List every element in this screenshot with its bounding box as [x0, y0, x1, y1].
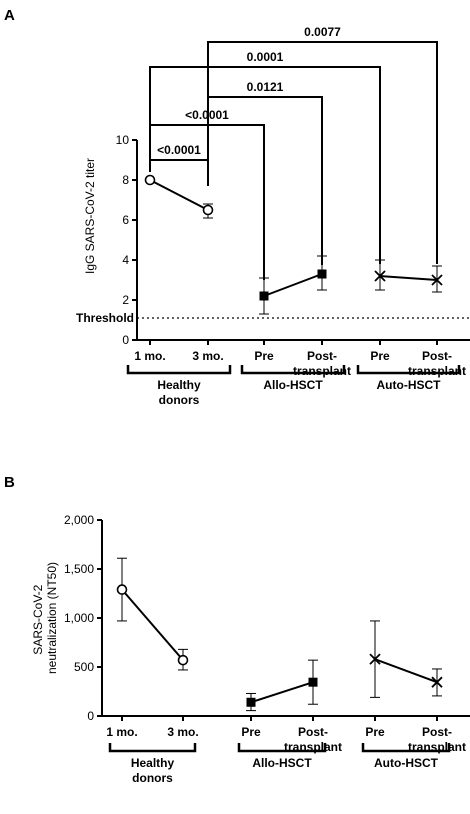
x-tick-label: Pre — [241, 725, 261, 739]
data-point-square — [308, 677, 318, 687]
significance-bracket — [207, 41, 438, 264]
p-value-label: 0.0077 — [304, 25, 341, 39]
y-tick-label: 6 — [122, 213, 129, 227]
p-value-label: 0.0121 — [247, 80, 284, 94]
x-tick-label: Post- — [422, 725, 452, 739]
data-point-circle — [116, 584, 128, 595]
data-point-cross — [431, 676, 443, 688]
x-tick-label: 3 mo. — [192, 349, 223, 363]
p-value-label: 0.0001 — [247, 50, 284, 64]
panel-b-y-axis-label-line2: neutralization (NT50) — [45, 562, 59, 674]
x-tick-label: 3 mo. — [167, 725, 198, 739]
y-tick-label: 4 — [122, 253, 129, 267]
series-line — [149, 179, 209, 211]
y-tick-label: 8 — [122, 173, 129, 187]
data-point-square — [259, 291, 269, 301]
y-tick-label: 1,500 — [64, 562, 94, 576]
y-tick-label: 10 — [116, 133, 130, 147]
group-label: Allo-HSCT — [263, 378, 323, 392]
y-tick-label: 500 — [74, 660, 94, 674]
series-line — [379, 275, 438, 281]
x-tick-label-line2: transplant — [408, 364, 466, 378]
series-line — [121, 588, 184, 661]
y-tick-label: 2,000 — [64, 513, 94, 527]
y-tick-label: 0 — [122, 333, 129, 347]
panel-a-chart: 0 2 4 6 8 10 Threshold 1 mo. 3 mo. Pre Post-transp… — [76, 25, 470, 407]
data-point-cross — [431, 274, 443, 286]
group-bracket — [237, 743, 327, 753]
group-label: Healthy — [131, 756, 175, 770]
group-bracket — [126, 365, 232, 375]
panel-b-y-axis-label-line1: SARS-CoV-2 — [31, 584, 45, 654]
series-line — [263, 273, 323, 297]
series-line — [250, 681, 314, 704]
group-bracket — [361, 743, 451, 753]
x-tick-label-line2: transplant — [293, 364, 351, 378]
x-tick-label: Post- — [307, 349, 337, 363]
data-point-cross — [369, 653, 381, 665]
x-tick-label: Post- — [298, 725, 328, 739]
threshold-label: Threshold — [76, 311, 134, 325]
x-tick-label: Post- — [422, 349, 452, 363]
panel-b-y-axis-label: SARS-CoV-2 neutralization (NT50) — [31, 562, 59, 674]
x-tick-label: 1 mo. — [134, 349, 165, 363]
group-label: Auto-HSCT — [374, 756, 439, 770]
group-label-line2: donors — [159, 393, 200, 407]
group-label: Allo-HSCT — [252, 756, 312, 770]
y-tick-label: 0 — [87, 709, 94, 723]
y-tick-label: 1,000 — [64, 611, 94, 625]
panel-a-letter: A — [4, 7, 15, 24]
data-point-square — [317, 269, 327, 279]
data-point-circle — [177, 654, 189, 666]
group-bracket — [356, 365, 461, 375]
group-bracket — [240, 365, 346, 375]
data-point-circle — [202, 204, 214, 216]
significance-bracket — [149, 159, 209, 172]
x-tick-label: 1 mo. — [106, 725, 137, 739]
x-tick-label: Pre — [370, 349, 390, 363]
panel-b-letter: B — [4, 474, 15, 491]
group-label-line2: donors — [132, 771, 173, 785]
p-value-label: <0.0001 — [157, 143, 201, 157]
group-bracket — [108, 743, 197, 753]
x-tick-label: Pre — [254, 349, 274, 363]
y-tick-label: 2 — [122, 293, 129, 307]
significance-bracket — [149, 66, 381, 264]
panel-a-y-axis-label: IgG SARS-CoV-2 titer — [83, 158, 97, 274]
data-point-square — [246, 697, 256, 707]
group-label: Healthy — [157, 378, 201, 392]
series-line — [374, 658, 438, 684]
x-tick-label: Pre — [365, 725, 385, 739]
data-point-circle — [144, 174, 156, 186]
data-point-cross — [374, 270, 386, 282]
group-label: Auto-HSCT — [377, 378, 442, 392]
